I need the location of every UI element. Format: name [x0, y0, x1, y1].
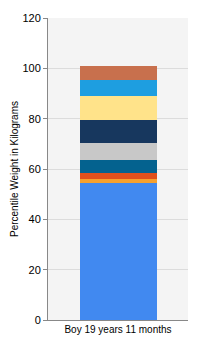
svg-text:Percentile Weight in Kilograms: Percentile Weight in Kilograms: [9, 101, 20, 237]
svg-text:80: 80: [29, 113, 41, 125]
svg-text:20: 20: [29, 264, 41, 276]
svg-text:120: 120: [22, 12, 40, 24]
svg-text:0: 0: [35, 314, 41, 326]
svg-text:60: 60: [29, 163, 41, 175]
svg-text:40: 40: [29, 213, 41, 225]
svg-text:100: 100: [22, 62, 40, 74]
svg-text:Boy 19 years 11 months: Boy 19 years 11 months: [64, 324, 171, 335]
